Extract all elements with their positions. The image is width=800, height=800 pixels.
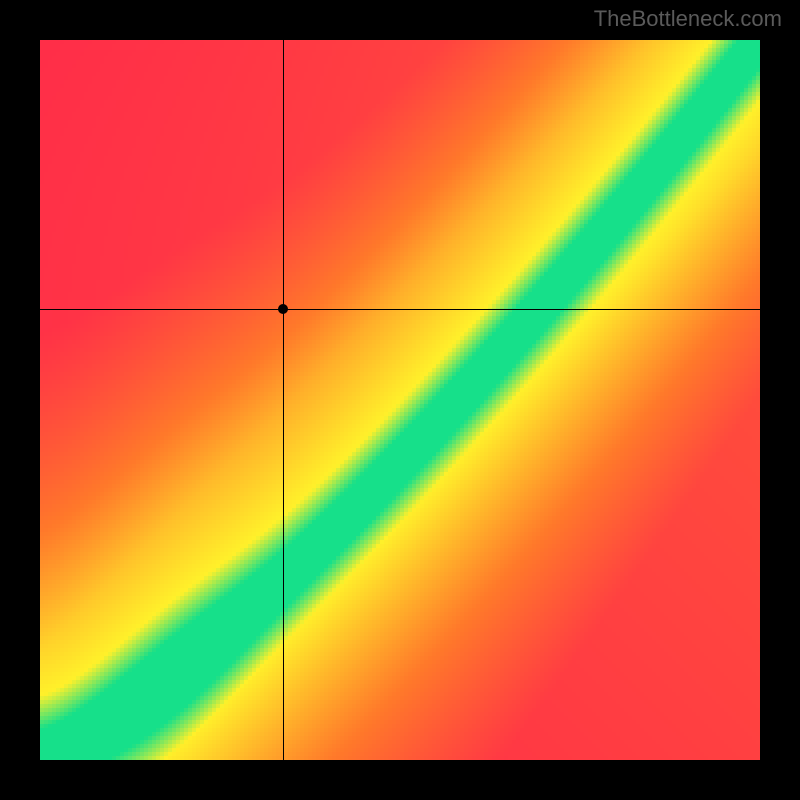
- heatmap-canvas: [40, 40, 760, 760]
- watermark-text: TheBottleneck.com: [594, 6, 782, 32]
- plot-area: [40, 40, 760, 760]
